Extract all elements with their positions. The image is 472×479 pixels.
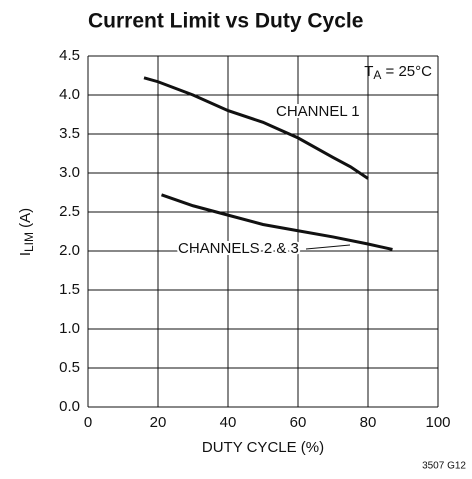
- x-tick-label: 20: [150, 414, 167, 431]
- y-tick-label: 3.5: [59, 125, 80, 142]
- condition-label: TA = 25°C: [364, 63, 432, 82]
- y-tick-label: 0.0: [59, 398, 80, 415]
- y-tick-label: 2.0: [59, 242, 80, 259]
- cond-sub: A: [373, 68, 381, 82]
- y-tick-label: 3.0: [59, 164, 80, 181]
- x-tick-label: 0: [84, 414, 92, 431]
- series-line: [143, 76, 369, 180]
- x-tick-label: 60: [290, 414, 307, 431]
- x-tick-label: 100: [425, 414, 450, 431]
- x-axis-label: DUTY CYCLE (%): [202, 439, 324, 456]
- series-label: CHANNEL 1: [276, 103, 360, 120]
- series-line: [161, 193, 393, 251]
- y-tick-label: 2.5: [59, 203, 80, 220]
- y-axis-label: ILIM (A): [17, 208, 36, 256]
- y-label-sub: LIM: [22, 232, 36, 252]
- cond-rest: = 25°C: [381, 63, 432, 80]
- y-tick-label: 4.5: [59, 47, 80, 64]
- figure-id: 3507 G12: [422, 461, 466, 472]
- y-label-main: I: [17, 252, 34, 256]
- y-tick-label: 0.5: [59, 359, 80, 376]
- x-tick-label: 80: [360, 414, 377, 431]
- chart-title: Current Limit vs Duty Cycle: [88, 10, 363, 33]
- series-label: CHANNELS 2 & 3: [178, 240, 299, 257]
- y-label-rest: (A): [17, 208, 34, 232]
- y-tick-label: 4.0: [59, 86, 80, 103]
- y-tick-label: 1.5: [59, 281, 80, 298]
- label-leader: [305, 244, 351, 250]
- x-tick-label: 40: [220, 414, 237, 431]
- y-tick-label: 1.0: [59, 320, 80, 337]
- cond-main: T: [364, 63, 373, 80]
